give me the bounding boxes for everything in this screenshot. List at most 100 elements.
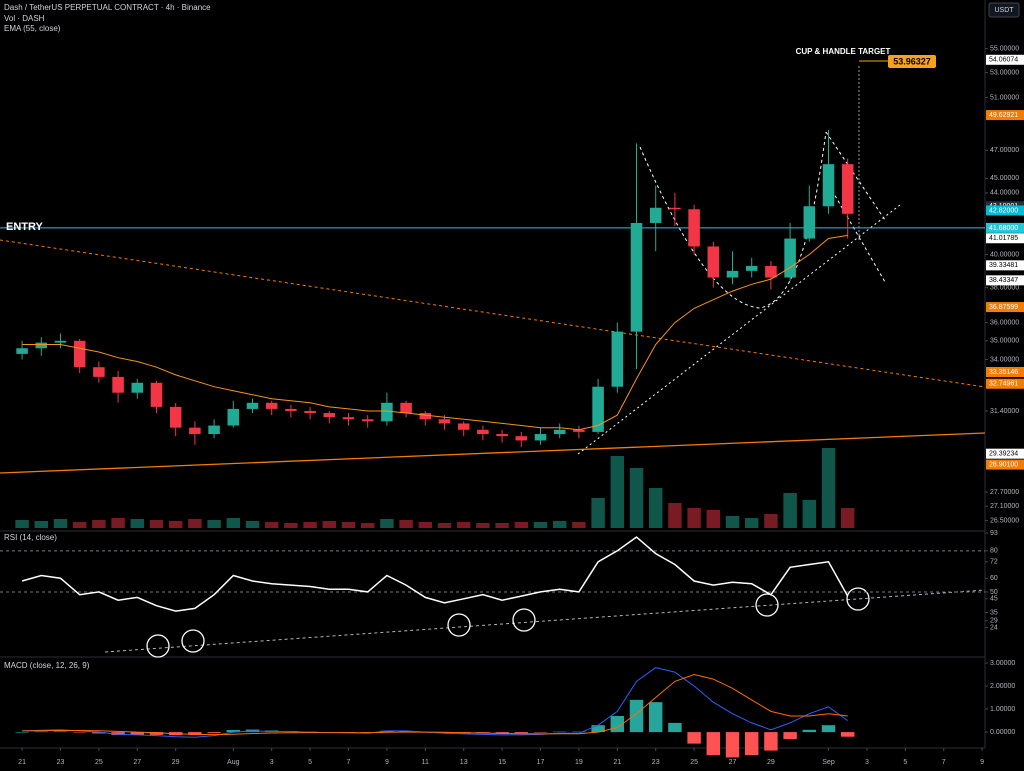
x-tick-label: 5: [903, 759, 907, 766]
volume-bar: [456, 522, 471, 528]
y-tick-label: 80: [990, 548, 998, 555]
candle-body: [323, 413, 336, 418]
rsi-low-marker: [181, 629, 205, 653]
y-tick-label: 51.00000: [990, 94, 1019, 101]
y-tick-label: 93: [990, 530, 998, 537]
y-tick-label: 3.00000: [990, 660, 1015, 667]
y-tick-label: 53.00000: [990, 69, 1019, 76]
resistance-trendline: [0, 239, 986, 388]
volume-bar: [783, 493, 797, 528]
y-tick-label: 72: [990, 559, 998, 566]
candle-body: [189, 427, 201, 435]
macd-line: [22, 673, 848, 736]
macd-histogram-bar: [764, 732, 778, 751]
y-tick-label: 29: [990, 618, 998, 625]
volume-bar: [149, 520, 164, 528]
volume-bar: [360, 523, 375, 528]
candle-body: [630, 222, 643, 332]
macd-histogram-bar: [802, 729, 817, 733]
candle-body: [784, 238, 796, 278]
macd-histogram-bar: [380, 730, 394, 733]
y-tick-label: 44.00000: [990, 190, 1019, 197]
x-tick-label: Sep: [822, 759, 835, 766]
x-tick-label: 17: [537, 759, 545, 766]
y-tick-label: 27.10000: [990, 503, 1019, 510]
price-label: 33.35146: [989, 369, 1018, 376]
candle-body: [477, 429, 489, 435]
macd-histogram-bar: [53, 731, 68, 733]
macd-histogram-bar: [687, 732, 701, 744]
candle-body: [534, 434, 547, 441]
price-label-box: [986, 260, 1024, 271]
macd-histogram-bar: [629, 699, 644, 733]
volume-bar: [744, 518, 759, 528]
macd-histogram-bar: [648, 702, 663, 733]
price-label: 49.62921: [989, 112, 1018, 119]
price-label-box: [986, 366, 1024, 377]
volume-bar: [706, 510, 721, 528]
volume-bar: [207, 520, 221, 528]
macd-histogram-bar: [495, 732, 509, 734]
volume-bar: [380, 519, 394, 528]
candle-body: [515, 436, 528, 441]
volume-bar: [437, 523, 452, 528]
volume-bar: [226, 518, 241, 528]
candle-body: [496, 434, 508, 437]
x-tick-label: 13: [460, 759, 468, 766]
volume-bar: [687, 508, 701, 528]
target-title: CUP & HANDLE TARGET: [796, 47, 891, 56]
macd-histogram-bar: [34, 731, 49, 733]
price-label-box: [986, 302, 1024, 313]
volume-bar: [168, 521, 183, 528]
price-label-box: [986, 54, 1024, 65]
volume-bar: [514, 522, 529, 528]
volume-bar: [72, 522, 87, 528]
macd-histogram-bar: [552, 731, 567, 733]
candle-body: [669, 207, 681, 210]
cup-outline: [639, 131, 827, 309]
y-tick-label: 1.00000: [990, 706, 1015, 713]
price-label-box: [986, 378, 1024, 389]
volume-bar: [476, 523, 490, 528]
volume-bar: [34, 521, 49, 528]
handle-bottom-line: [825, 179, 886, 283]
macd-histogram-bar: [399, 730, 413, 733]
candle-body: [16, 348, 28, 354]
price-label: 28.90100: [989, 461, 1018, 468]
x-tick-label: 3: [270, 759, 274, 766]
candle-body: [54, 340, 67, 343]
macd-histogram-bar: [572, 731, 586, 733]
y-tick-label: 45: [990, 596, 998, 603]
x-tick-label: 21: [613, 759, 621, 766]
y-tick-label: 24: [990, 624, 998, 631]
macd-histogram-bar: [533, 732, 548, 733]
volume-bar: [821, 448, 836, 528]
currency-button[interactable]: [988, 2, 1020, 18]
candle-body: [841, 164, 854, 214]
rsi-low-marker: [755, 593, 779, 617]
x-tick-label: 23: [652, 759, 660, 766]
price-label: 41.01785: [989, 235, 1018, 242]
volume-bar: [341, 522, 356, 528]
macd-histogram-bar: [15, 732, 29, 733]
y-tick-label: 27.70000: [990, 489, 1019, 496]
macd-histogram-bar: [783, 732, 797, 740]
candle-body: [573, 429, 585, 432]
currency-label[interactable]: USDT: [994, 7, 1014, 14]
y-tick-label: 35: [990, 609, 998, 616]
candle-body: [765, 265, 777, 278]
target-box: [888, 54, 936, 68]
volume-bar: [572, 522, 586, 528]
rsi-low-marker: [447, 613, 471, 637]
price-label-box: [986, 205, 1024, 216]
candle-body: [400, 402, 412, 414]
macd-histogram-bar: [591, 725, 605, 733]
candle-body: [649, 207, 662, 223]
x-tick-label: 7: [347, 759, 351, 766]
y-tick-label: 2.00000: [990, 683, 1015, 690]
candle-body: [822, 164, 835, 207]
y-tick-label: 38.00000: [990, 285, 1019, 292]
x-tick-label: Aug: [227, 759, 240, 766]
